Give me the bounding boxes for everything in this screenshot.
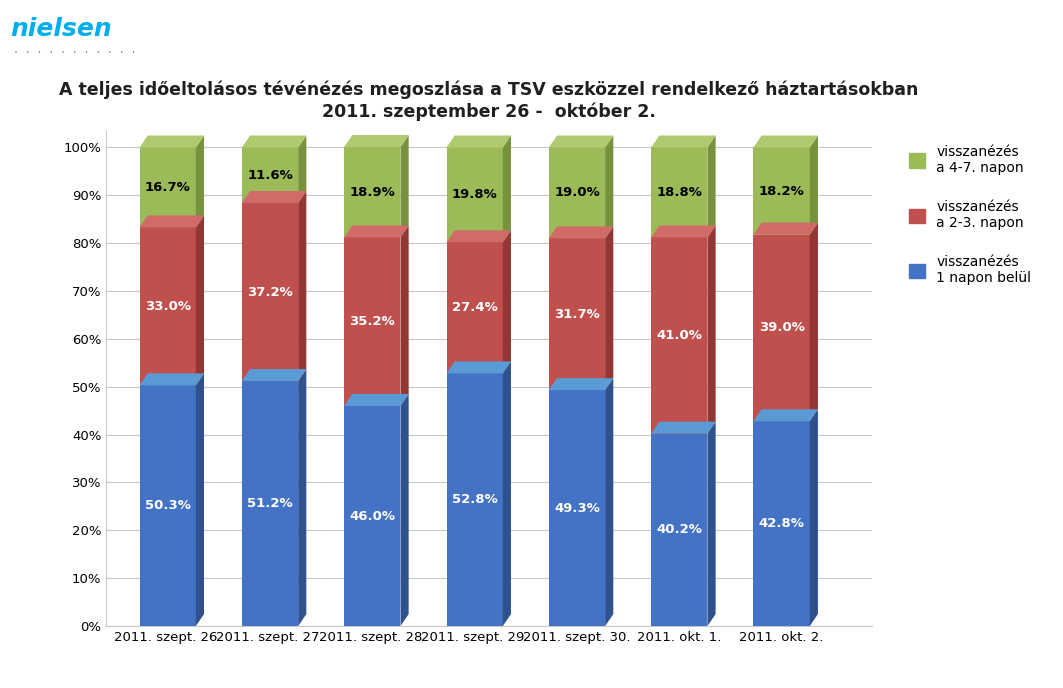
Text: 41.0%: 41.0% xyxy=(656,329,703,342)
Polygon shape xyxy=(605,136,613,239)
Bar xyxy=(754,421,810,626)
Polygon shape xyxy=(401,226,408,406)
Polygon shape xyxy=(652,422,715,433)
Bar xyxy=(139,147,196,228)
Text: 31.7%: 31.7% xyxy=(554,308,600,321)
Title: A teljes időeltolásos tévénézés megoszlása a TSV eszközzel rendelkező háztartáso: A teljes időeltolásos tévénézés megoszlá… xyxy=(60,81,918,121)
Polygon shape xyxy=(401,394,408,626)
Bar xyxy=(242,203,298,381)
Text: 46.0%: 46.0% xyxy=(350,510,395,522)
Polygon shape xyxy=(549,226,613,239)
Legend: visszanézés
a 4-7. napon, visszanézés
a 2-3. napon, visszanézés
1 napon belül: visszanézés a 4-7. napon, visszanézés a … xyxy=(901,138,1039,292)
Polygon shape xyxy=(139,374,204,385)
Text: 51.2%: 51.2% xyxy=(248,497,292,510)
Text: 52.8%: 52.8% xyxy=(452,493,497,506)
Text: 50.3%: 50.3% xyxy=(145,499,190,512)
Text: 16.7%: 16.7% xyxy=(145,181,190,194)
Text: 18.9%: 18.9% xyxy=(350,186,395,199)
Polygon shape xyxy=(242,191,306,203)
Text: nielsen: nielsen xyxy=(11,17,113,41)
Polygon shape xyxy=(401,135,408,237)
Polygon shape xyxy=(344,394,408,406)
Polygon shape xyxy=(139,136,204,147)
Polygon shape xyxy=(652,226,715,237)
Bar xyxy=(549,390,605,626)
Polygon shape xyxy=(298,369,306,626)
Polygon shape xyxy=(549,136,613,147)
Polygon shape xyxy=(242,136,306,147)
Bar xyxy=(549,239,605,390)
Polygon shape xyxy=(196,374,204,626)
Text: 27.4%: 27.4% xyxy=(452,301,497,314)
Text: 42.8%: 42.8% xyxy=(759,517,805,530)
Bar xyxy=(549,147,605,239)
Bar xyxy=(242,381,298,626)
Bar xyxy=(139,228,196,385)
Bar xyxy=(344,406,401,626)
Bar xyxy=(446,242,503,374)
Polygon shape xyxy=(549,378,613,390)
Polygon shape xyxy=(708,136,715,237)
Polygon shape xyxy=(242,369,306,381)
Polygon shape xyxy=(446,230,511,242)
Polygon shape xyxy=(754,136,817,147)
Polygon shape xyxy=(810,136,817,235)
Bar xyxy=(139,385,196,626)
Polygon shape xyxy=(708,422,715,626)
Polygon shape xyxy=(810,223,817,421)
Bar xyxy=(652,237,708,433)
Text: 39.0%: 39.0% xyxy=(759,321,805,334)
Polygon shape xyxy=(446,361,511,374)
Text: 19.8%: 19.8% xyxy=(452,189,497,202)
Polygon shape xyxy=(196,215,204,385)
Text: . . . . . . . . . . .: . . . . . . . . . . . xyxy=(13,45,136,55)
Polygon shape xyxy=(298,191,306,381)
Bar xyxy=(242,147,298,203)
Polygon shape xyxy=(503,230,511,374)
Polygon shape xyxy=(298,136,306,203)
Bar xyxy=(446,147,503,242)
Polygon shape xyxy=(754,409,817,421)
Polygon shape xyxy=(605,378,613,626)
Text: 35.2%: 35.2% xyxy=(350,315,395,328)
Polygon shape xyxy=(196,136,204,228)
Polygon shape xyxy=(652,136,715,147)
Polygon shape xyxy=(810,409,817,626)
Bar xyxy=(344,237,401,406)
Polygon shape xyxy=(344,226,408,237)
Polygon shape xyxy=(503,136,511,242)
Text: 19.0%: 19.0% xyxy=(554,186,600,200)
Text: 49.3%: 49.3% xyxy=(554,502,600,515)
Text: 18.2%: 18.2% xyxy=(759,184,805,197)
Polygon shape xyxy=(344,135,408,147)
Text: 11.6%: 11.6% xyxy=(247,169,293,182)
Bar xyxy=(652,147,708,237)
Bar xyxy=(754,147,810,235)
Polygon shape xyxy=(708,226,715,433)
Polygon shape xyxy=(139,215,204,228)
Text: 37.2%: 37.2% xyxy=(247,286,293,299)
Text: 18.8%: 18.8% xyxy=(656,186,703,199)
Bar xyxy=(344,147,401,237)
Text: 33.0%: 33.0% xyxy=(145,300,190,313)
Bar xyxy=(446,374,503,626)
Polygon shape xyxy=(605,226,613,390)
Polygon shape xyxy=(754,223,817,235)
Polygon shape xyxy=(503,361,511,626)
Bar xyxy=(754,235,810,421)
Polygon shape xyxy=(446,136,511,147)
Bar xyxy=(652,433,708,626)
Text: 40.2%: 40.2% xyxy=(656,524,703,537)
